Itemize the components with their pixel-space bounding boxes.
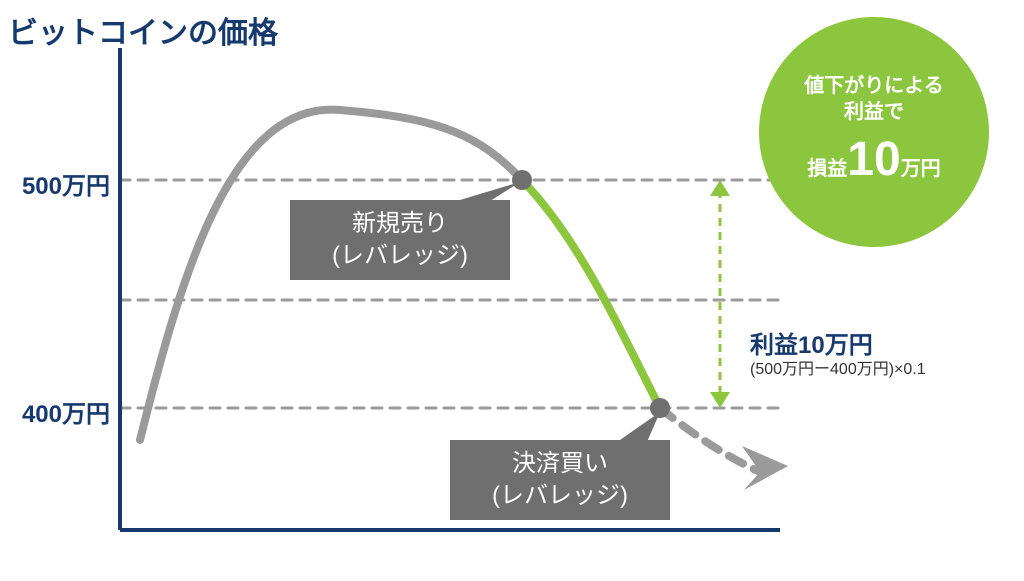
trend-arrow-icon [742, 446, 788, 490]
profit-formula: (500万円ー400万円)×0.1 [750, 355, 926, 379]
badge-big: 10 [847, 129, 900, 191]
price-curve-green [522, 180, 660, 408]
sell-callout-line1: 新規売り [352, 208, 448, 240]
y-axis-label: 400万円 [0, 394, 110, 429]
sell-callout-line2: (レバレッジ) [332, 240, 468, 272]
badge-amount: 損益10万円 [807, 129, 940, 191]
buy-callout: 決済買い (レバレッジ) [450, 440, 670, 520]
sell-callout: 新規売り (レバレッジ) [290, 200, 510, 280]
profit-range-indicator [710, 180, 730, 408]
badge-line2: 利益で [844, 99, 904, 125]
buy-callout-line2: (レバレッジ) [492, 480, 628, 512]
badge-suffix: 万円 [901, 156, 941, 182]
price-curve-tail [660, 408, 760, 472]
profit-badge: 値下がりによる 利益で 損益10万円 [759, 17, 989, 247]
buy-callout-line1: 決済買い [512, 448, 608, 480]
y-axis-label: 500万円 [0, 166, 110, 201]
badge-line1: 値下がりによる [804, 73, 943, 99]
badge-prefix: 損益 [807, 156, 847, 182]
